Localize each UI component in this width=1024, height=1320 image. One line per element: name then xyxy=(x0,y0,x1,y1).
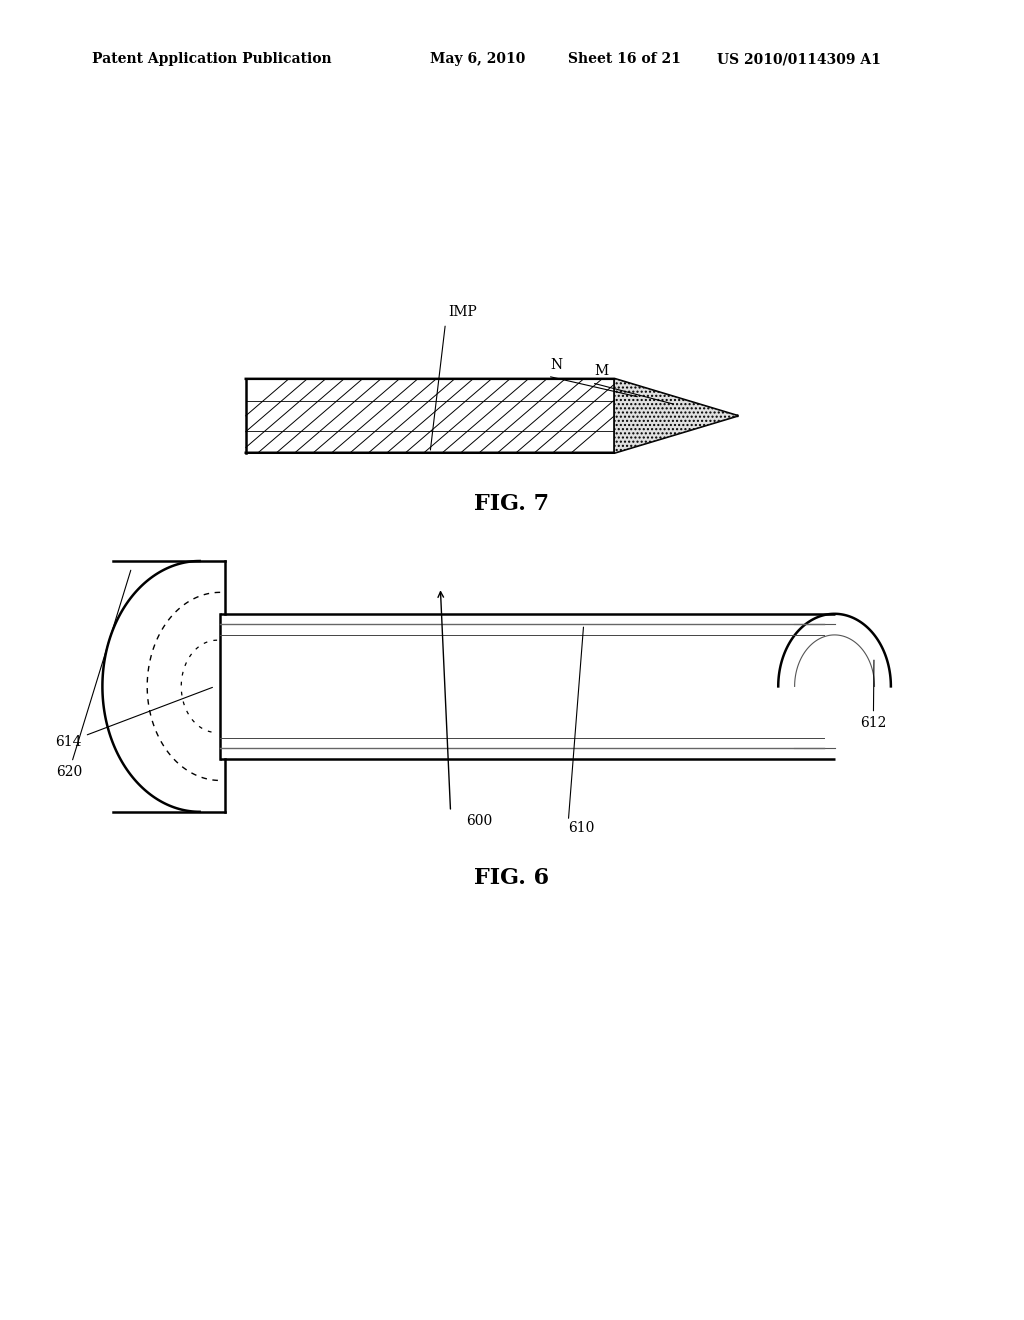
Text: FIG. 6: FIG. 6 xyxy=(474,867,550,888)
Text: 600: 600 xyxy=(466,814,493,828)
Text: US 2010/0114309 A1: US 2010/0114309 A1 xyxy=(717,53,881,66)
Text: Patent Application Publication: Patent Application Publication xyxy=(92,53,332,66)
Text: FIG. 7: FIG. 7 xyxy=(474,494,550,515)
Text: 610: 610 xyxy=(568,821,595,834)
Text: IMP: IMP xyxy=(449,305,477,319)
Text: N: N xyxy=(550,358,562,372)
Text: 612: 612 xyxy=(860,660,887,730)
Polygon shape xyxy=(614,379,737,453)
Text: 614: 614 xyxy=(55,688,212,748)
Text: 620: 620 xyxy=(55,570,131,779)
Text: M: M xyxy=(594,363,608,378)
Text: Sheet 16 of 21: Sheet 16 of 21 xyxy=(568,53,681,66)
Text: May 6, 2010: May 6, 2010 xyxy=(430,53,525,66)
